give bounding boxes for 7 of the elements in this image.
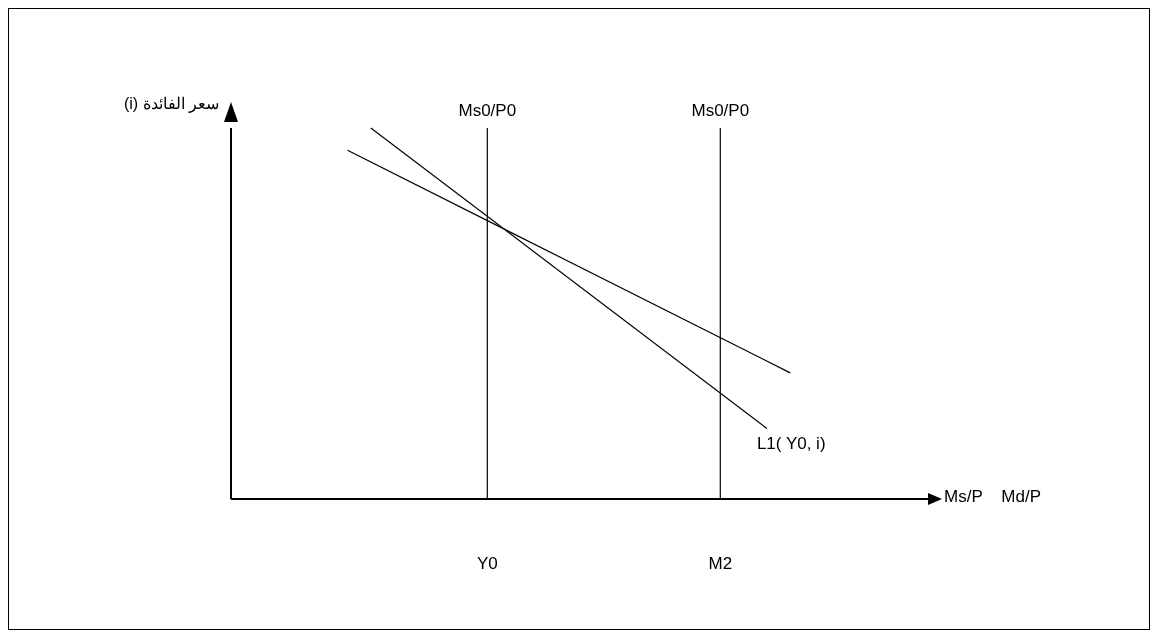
ref-line-label: Ms0/P0 bbox=[458, 101, 517, 120]
x-axis-title: Ms/P Md/P bbox=[944, 487, 1041, 507]
y-axis-title: سعر الفائدة (i) bbox=[123, 94, 219, 113]
x-tick-label: Y0 bbox=[476, 554, 498, 573]
ref-line-label: Ms0/P0 bbox=[691, 101, 750, 120]
x-tick-label: M2 bbox=[708, 554, 733, 573]
series-label: L1( Y0, i) bbox=[756, 433, 826, 453]
